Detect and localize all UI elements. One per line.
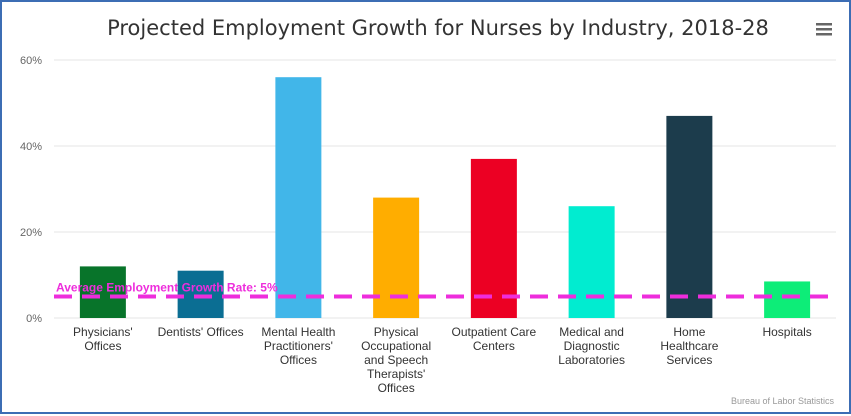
- bar[interactable]: [275, 77, 322, 318]
- chart-menu-button[interactable]: [812, 18, 836, 40]
- y-tick-label: 60%: [20, 55, 42, 67]
- x-tick-label: Outpatient Care Centers: [452, 325, 537, 353]
- bar[interactable]: [79, 266, 126, 318]
- x-tick-label: Medical and Diagnostic Laboratories: [558, 325, 625, 367]
- x-tick-label: Mental Health Practitioners' Offices: [261, 325, 335, 367]
- bar[interactable]: [470, 158, 517, 318]
- bar[interactable]: [666, 115, 713, 319]
- hamburger-menu-icon[interactable]: [816, 23, 832, 36]
- bars: [79, 77, 811, 319]
- bar[interactable]: [764, 281, 811, 318]
- y-tick-label: 0%: [26, 313, 42, 325]
- reference-line-label: Average Employment Growth Rate: 5%: [56, 281, 278, 295]
- x-tick-label: Dentists' Offices: [158, 325, 244, 339]
- y-tick-label: 40%: [20, 141, 42, 153]
- y-tick-label: 20%: [20, 227, 42, 239]
- x-tick-label: Home Healthcare Services: [660, 325, 718, 367]
- bar[interactable]: [568, 206, 615, 318]
- y-axis: 0% 20% 40% 60%: [20, 55, 42, 325]
- x-axis: Physicians' Offices Dentists' Offices Menta…: [73, 325, 812, 395]
- bar[interactable]: [177, 270, 224, 318]
- x-tick-label: Hospitals: [762, 325, 811, 339]
- x-tick-label: Physicians' Offices: [73, 325, 133, 353]
- x-tick-label: Physical Occupational and Speech Therapists…: [361, 325, 431, 395]
- reference-line: Average Employment Growth Rate: 5%: [54, 281, 836, 299]
- credits-text: Bureau of Labor Statistics: [731, 396, 835, 406]
- gridlines: [54, 59, 836, 319]
- bar[interactable]: [373, 197, 420, 318]
- chart-title: Projected Employment Growth for Nurses b…: [107, 16, 769, 40]
